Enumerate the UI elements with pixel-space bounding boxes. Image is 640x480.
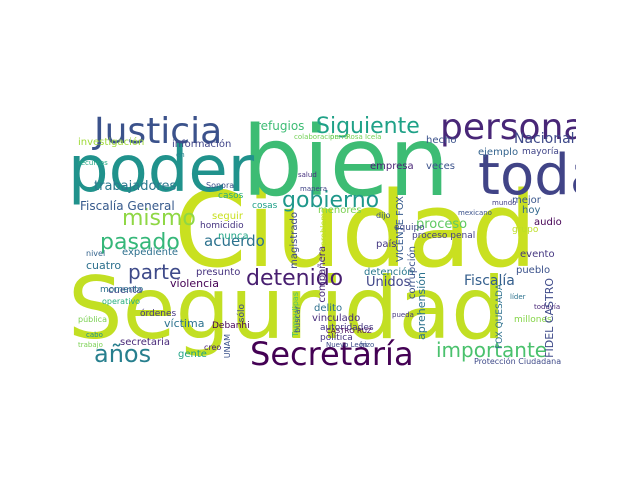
- word-75: autoridades: [320, 323, 374, 333]
- word-94: sólo: [237, 304, 247, 323]
- word-95: UNAM: [223, 334, 232, 359]
- word-28: proceso penal: [412, 231, 476, 241]
- word-58: manera: [300, 185, 328, 193]
- word-24: hecho: [426, 135, 457, 146]
- word-79: todavía: [534, 303, 561, 311]
- word-76: política: [320, 333, 353, 343]
- word-17: trabajadores: [94, 179, 177, 194]
- word-44: delito: [314, 303, 343, 314]
- word-87: magistrado: [289, 212, 300, 269]
- word-7: Secretaría: [250, 335, 414, 373]
- word-18: acuerdo: [204, 232, 265, 250]
- word-36: presunto: [196, 267, 241, 278]
- word-27: empresa: [370, 161, 414, 172]
- word-20: refugios: [256, 119, 305, 133]
- word-93: FIDEL CASTRO: [543, 278, 556, 358]
- word-34: expediente: [122, 247, 179, 258]
- word-13: pasado: [100, 230, 180, 255]
- word-85: hizo: [360, 341, 375, 349]
- word-83: perro: [330, 133, 349, 141]
- word-51: menores: [318, 205, 362, 216]
- word-33: homicidio: [200, 221, 244, 231]
- word-53: equipo: [394, 223, 425, 233]
- word-32: cuenta: [108, 285, 143, 296]
- word-1: Seguridad: [68, 259, 506, 359]
- word-71: recursos: [78, 159, 108, 167]
- word-2: bien: [242, 106, 450, 218]
- word-63: casos: [218, 191, 244, 201]
- word-29: mejor: [512, 195, 541, 206]
- word-43: país: [376, 239, 397, 250]
- word-80: líder: [510, 293, 526, 301]
- word-55: mayoría: [522, 147, 559, 157]
- word-14: parte: [128, 260, 182, 284]
- word-10: detenido: [246, 266, 344, 291]
- word-30: hoy: [522, 205, 541, 216]
- word-62: mexicano: [458, 209, 492, 217]
- word-3: poder: [68, 133, 255, 207]
- word-12: mismo: [122, 206, 196, 231]
- word-81: Protección Ciudadana: [474, 357, 562, 366]
- word-0: Ciudad: [174, 169, 538, 291]
- word-8: Siguiente: [316, 114, 420, 139]
- word-97: buscar: [293, 306, 302, 333]
- word-39: pueblo: [516, 265, 551, 276]
- word-88: compañera: [317, 246, 328, 303]
- word-78: pueda: [392, 311, 414, 319]
- word-66: operativo: [102, 297, 141, 306]
- word-47: investigación: [78, 137, 145, 148]
- word-41: audio: [534, 217, 562, 228]
- word-42: detención: [364, 267, 414, 278]
- word-25: ejemplo: [478, 147, 519, 158]
- word-82: colaboración: [294, 133, 339, 141]
- word-37: víctima: [164, 317, 205, 330]
- word-67: pública: [78, 315, 107, 324]
- word-68: cabo: [86, 331, 103, 339]
- word-60: dijo: [376, 211, 391, 220]
- word-50: nunca: [218, 231, 249, 242]
- word-72: creo: [204, 343, 222, 352]
- word-61: mundo: [492, 199, 517, 207]
- word-40: evento: [520, 249, 555, 260]
- word-16: Nacional: [514, 131, 575, 147]
- word-4: toda: [478, 143, 576, 208]
- word-73: Debanhi: [212, 321, 250, 331]
- word-5: Justicia: [94, 111, 223, 152]
- word-70: órdenes: [140, 309, 177, 319]
- word-46: gente: [178, 349, 207, 360]
- word-59: salud: [298, 171, 317, 179]
- word-91: aprehensión: [415, 272, 428, 340]
- word-89: VICENTE FOX: [395, 196, 406, 263]
- word-65: momento: [100, 285, 144, 295]
- word-98: problema: [319, 208, 328, 247]
- word-54: grupo: [512, 225, 539, 235]
- word-69: trabajo: [78, 341, 103, 349]
- word-74: CASTRO RUZ: [326, 327, 372, 335]
- word-9: importante: [436, 338, 548, 362]
- word-92: FOX QUESADA: [495, 284, 505, 350]
- word-57: Sonora: [206, 181, 235, 190]
- word-56: millones: [514, 315, 552, 325]
- word-19: Fiscalía: [464, 273, 515, 289]
- word-48: información: [172, 139, 232, 150]
- word-15: años: [94, 340, 152, 368]
- word-22: proceso: [416, 217, 468, 232]
- word-38: secretaria: [120, 337, 170, 348]
- word-77: Nuevo León: [326, 341, 368, 349]
- word-49: seguir: [212, 211, 243, 222]
- word-86: en: [176, 151, 185, 159]
- word-31: cuatro: [86, 259, 122, 272]
- word-35: violencia: [170, 277, 219, 290]
- word-52: cosas: [252, 201, 278, 211]
- word-26: veces: [426, 161, 455, 172]
- word-64: nivel: [86, 249, 106, 258]
- word-6: persona: [440, 107, 576, 148]
- word-21: Fiscalía General: [80, 199, 175, 213]
- word-45: vinculado: [312, 313, 361, 324]
- word-11: gobierno: [282, 188, 380, 213]
- word-84: Rosa Icela: [346, 133, 382, 141]
- word-23: Unidos: [366, 275, 411, 290]
